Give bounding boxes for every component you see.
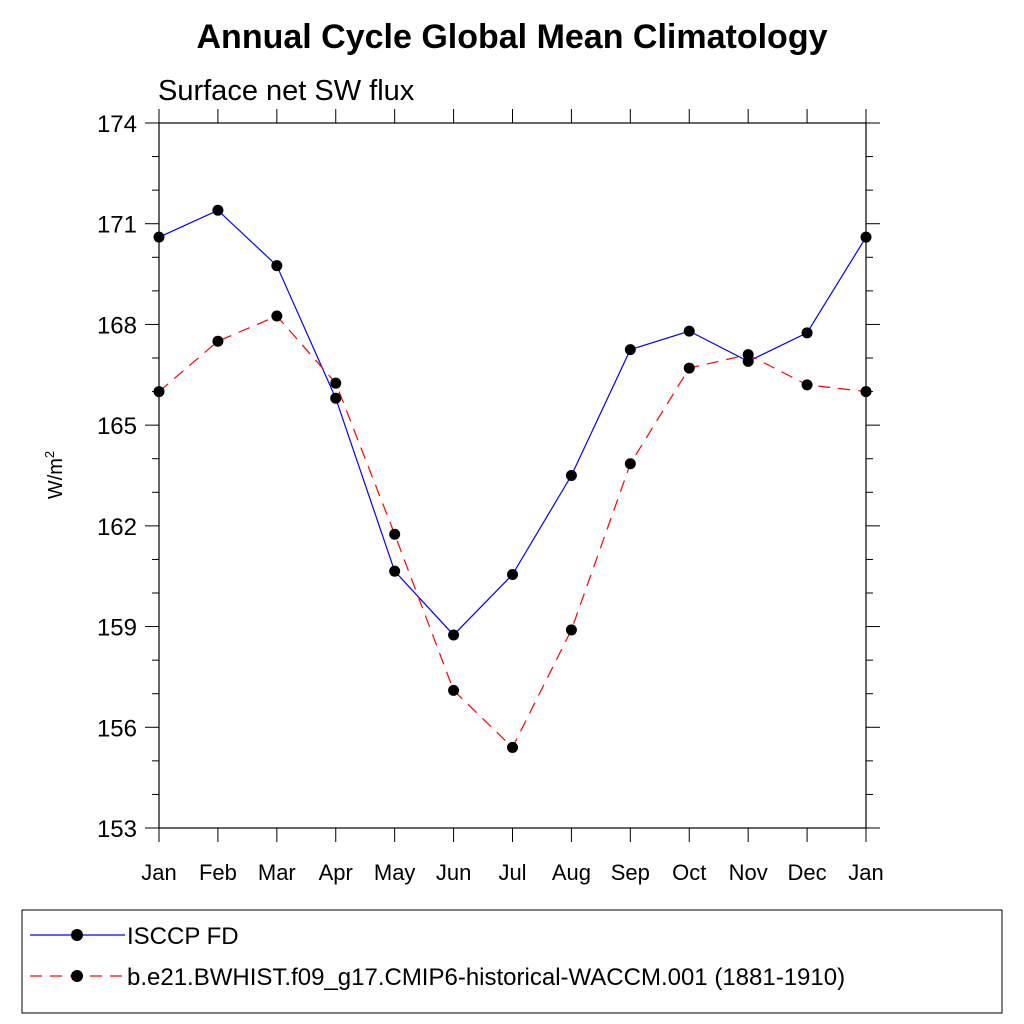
series-2-point xyxy=(624,458,636,470)
legend: ISCCP FD b.e21.BWHIST.f09_g17.CMIP6-hist… xyxy=(21,909,1003,1014)
series-line-2 xyxy=(158,315,867,749)
x-axis-ticks: Jan Feb Mar Apr May Jun Jul Aug Sep Oct Nov Dec Jan xyxy=(141,109,884,885)
series-1-point xyxy=(448,629,460,641)
series-1-point xyxy=(683,325,695,337)
series-2-point xyxy=(330,377,342,389)
x-tick-label: Feb xyxy=(199,860,237,885)
y-axis-label-text: W/m xyxy=(45,458,67,499)
series-2-point xyxy=(271,310,283,322)
series-1-point xyxy=(860,231,872,243)
x-tick-label: Nov xyxy=(729,860,768,885)
series-2-point xyxy=(860,386,872,398)
chart-subtitle: Surface net SW flux xyxy=(158,75,415,107)
x-tick-label: Jun xyxy=(436,860,471,885)
series-1-point xyxy=(389,565,401,577)
series-1-point xyxy=(624,344,636,356)
series-2-point xyxy=(389,528,401,540)
series-1-point xyxy=(271,260,283,272)
legend-marker-1 xyxy=(71,929,83,941)
y-axis-label-superscript: 2 xyxy=(42,451,57,458)
series-2-point xyxy=(153,386,165,398)
legend-label-2: b.e21.BWHIST.f09_g17.CMIP6-historical-WA… xyxy=(127,964,845,991)
y-tick-label: 153 xyxy=(97,816,137,843)
x-tick-label: Jan xyxy=(141,860,176,885)
y-tick-label: 168 xyxy=(97,312,137,339)
x-tick-label: Jul xyxy=(498,860,526,885)
plot-frame xyxy=(158,122,867,829)
y-tick-label: 171 xyxy=(97,212,137,239)
y-tick-label: 159 xyxy=(97,615,137,642)
axes xyxy=(158,122,867,829)
series-2-point xyxy=(448,684,460,696)
x-tick-label: Oct xyxy=(672,860,706,885)
series-1-point xyxy=(212,204,224,216)
series-2-point xyxy=(565,624,577,636)
x-tick-label: Sep xyxy=(611,860,650,885)
series-1-point xyxy=(801,327,813,339)
y-axis-label: W/m2 xyxy=(42,451,67,499)
series-1-point xyxy=(507,569,518,581)
y-axis-ticks: 153 156 159 162 165 168 171 174 xyxy=(97,111,880,843)
x-tick-label: Mar xyxy=(258,860,296,885)
series-1-point xyxy=(330,392,342,404)
y-tick-label: 174 xyxy=(97,111,137,138)
x-tick-label: Aug xyxy=(552,860,591,885)
y-tick-label: 162 xyxy=(97,514,137,541)
x-tick-label: Jan xyxy=(848,860,883,885)
y-tick-label: 156 xyxy=(97,715,137,742)
x-tick-label: May xyxy=(374,860,416,885)
y-tick-label: 165 xyxy=(97,413,137,440)
legend-box xyxy=(21,909,1003,1014)
series-2-point xyxy=(212,335,224,347)
series-2-point xyxy=(742,349,754,361)
series-1-point xyxy=(153,231,165,243)
legend-marker-2 xyxy=(71,970,83,982)
series-2-point xyxy=(683,362,695,374)
x-tick-label: Apr xyxy=(319,860,353,885)
series-2-point xyxy=(801,379,813,391)
series-group xyxy=(153,204,872,753)
series-1-point xyxy=(565,470,577,481)
x-tick-label: Dec xyxy=(788,860,827,885)
series-2-point xyxy=(507,741,518,753)
chart-title: Annual Cycle Global Mean Climatology xyxy=(197,18,828,56)
legend-label-1: ISCCP FD xyxy=(127,923,239,950)
